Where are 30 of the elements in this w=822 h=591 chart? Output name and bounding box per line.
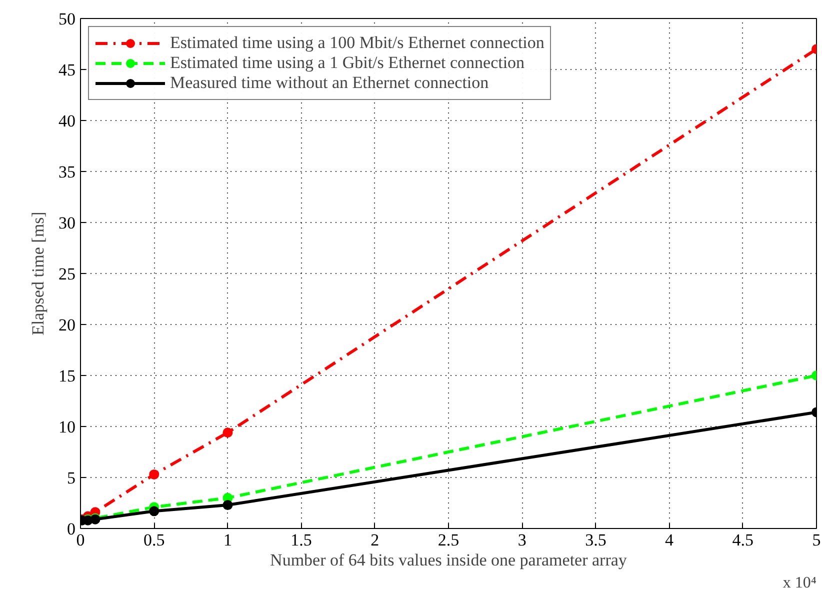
x-tick-label: 4.5 — [732, 530, 754, 550]
y-tick-label: 15 — [58, 366, 76, 386]
x-tick-label: 5 — [812, 530, 821, 550]
y-tick-label: 20 — [58, 316, 76, 334]
y-tick-label: 25 — [58, 264, 76, 284]
x-tick-label: 3 — [518, 530, 526, 550]
y-tick-label: 5 — [67, 468, 76, 488]
legend-label: Estimated time using a 100 Mbit/s Ethernet connection — [170, 33, 544, 53]
x-tick-label: 2.5 — [438, 530, 460, 550]
y-tick-label: 50 — [58, 10, 76, 28]
point — [222, 428, 233, 438]
x-tick-label: 2 — [370, 530, 380, 550]
x-tick-label: 3.5 — [585, 530, 606, 550]
x-tick-label: 4 — [665, 530, 674, 550]
x-tick-label: 1 — [223, 530, 232, 550]
point — [149, 506, 160, 516]
x-tick-label: 0.5 — [143, 530, 165, 550]
y-tick-label: 40 — [58, 112, 76, 130]
y-tick-label: 10 — [58, 418, 76, 436]
y-tick-label: 30 — [58, 214, 76, 232]
point — [149, 469, 160, 480]
point — [222, 500, 233, 510]
text: x 10⁴ — [782, 574, 817, 591]
legend-label: Estimated time using a 1 Gbit/s Ethernet connection — [170, 53, 525, 73]
legend-label: Measured time without an Ethernet connection — [170, 73, 489, 93]
y-tick-label: 35 — [58, 162, 76, 182]
x-axis-title: Number of 64 bits values inside one parameter array — [270, 550, 628, 570]
x-tick-label: 1.5 — [290, 530, 312, 550]
y-tick-label: 45 — [58, 60, 76, 80]
y-axis-title: Elapsed time [ms] — [28, 212, 48, 336]
